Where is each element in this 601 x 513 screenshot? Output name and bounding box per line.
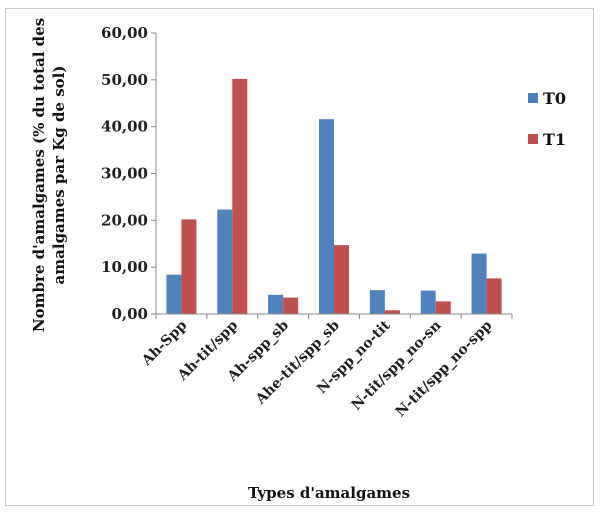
x-axis-title: Types d'amalgames xyxy=(248,484,410,502)
x-tick-label: N-tit/spp_no-spp xyxy=(393,317,496,420)
legend-label-t0: T0 xyxy=(543,89,566,108)
legend-label-t1: T1 xyxy=(543,130,566,149)
bar-t1-7 xyxy=(486,278,502,314)
x-tick-label: Ah-Spp xyxy=(138,317,190,369)
y-tick-label: 10,00 xyxy=(101,258,148,276)
bar-t0-6 xyxy=(420,290,436,314)
y-tick-label: 30,00 xyxy=(101,165,148,183)
bar-t0-3 xyxy=(268,294,284,314)
x-tick-label: Ahe-tit/spp_sb xyxy=(252,317,343,408)
legend: T0 T1 xyxy=(528,89,566,149)
bar-t1-5 xyxy=(384,310,400,314)
axes xyxy=(155,33,513,319)
bar-t0-4 xyxy=(319,119,334,314)
bar-t0-5 xyxy=(369,290,385,314)
y-tick-label: 50,00 xyxy=(101,71,148,89)
bar-t0-1 xyxy=(166,274,182,314)
x-tick-label: N-tit/spp_no-sn xyxy=(348,318,444,414)
bar-t0-2 xyxy=(217,209,233,314)
x-axis-tick-labels: Ah-SppAh-tit/sppAh-spp_sbAhe-tit/spp_sbN… xyxy=(138,317,495,420)
y-axis-title: Nombre d'amalgames (% du total des amalg… xyxy=(30,18,68,332)
chart-frame xyxy=(5,8,594,506)
y-tick-label: 20,00 xyxy=(101,211,148,229)
y-axis-title-line-1: Nombre d'amalgames (% du total des xyxy=(30,18,48,332)
y-axis-title-line-2: amalgames par Kg de sol) xyxy=(50,66,68,285)
bar-t1-2 xyxy=(232,78,248,314)
bar-t1-6 xyxy=(435,301,451,314)
legend-swatch-t1 xyxy=(528,134,538,144)
y-tick-label: 0,00 xyxy=(111,305,148,323)
y-axis-ticks: 0,00 10,00 20,00 30,00 40,00 50,00 60,00 xyxy=(101,24,156,323)
legend-swatch-t0 xyxy=(528,93,538,103)
bars xyxy=(166,78,502,314)
y-tick-label: 60,00 xyxy=(101,24,148,42)
bar-t0-7 xyxy=(471,253,487,314)
bar-t1-3 xyxy=(283,297,299,314)
bar-t1-1 xyxy=(181,219,197,314)
bar-t1-4 xyxy=(334,245,349,314)
y-tick-label: 40,00 xyxy=(101,118,148,136)
